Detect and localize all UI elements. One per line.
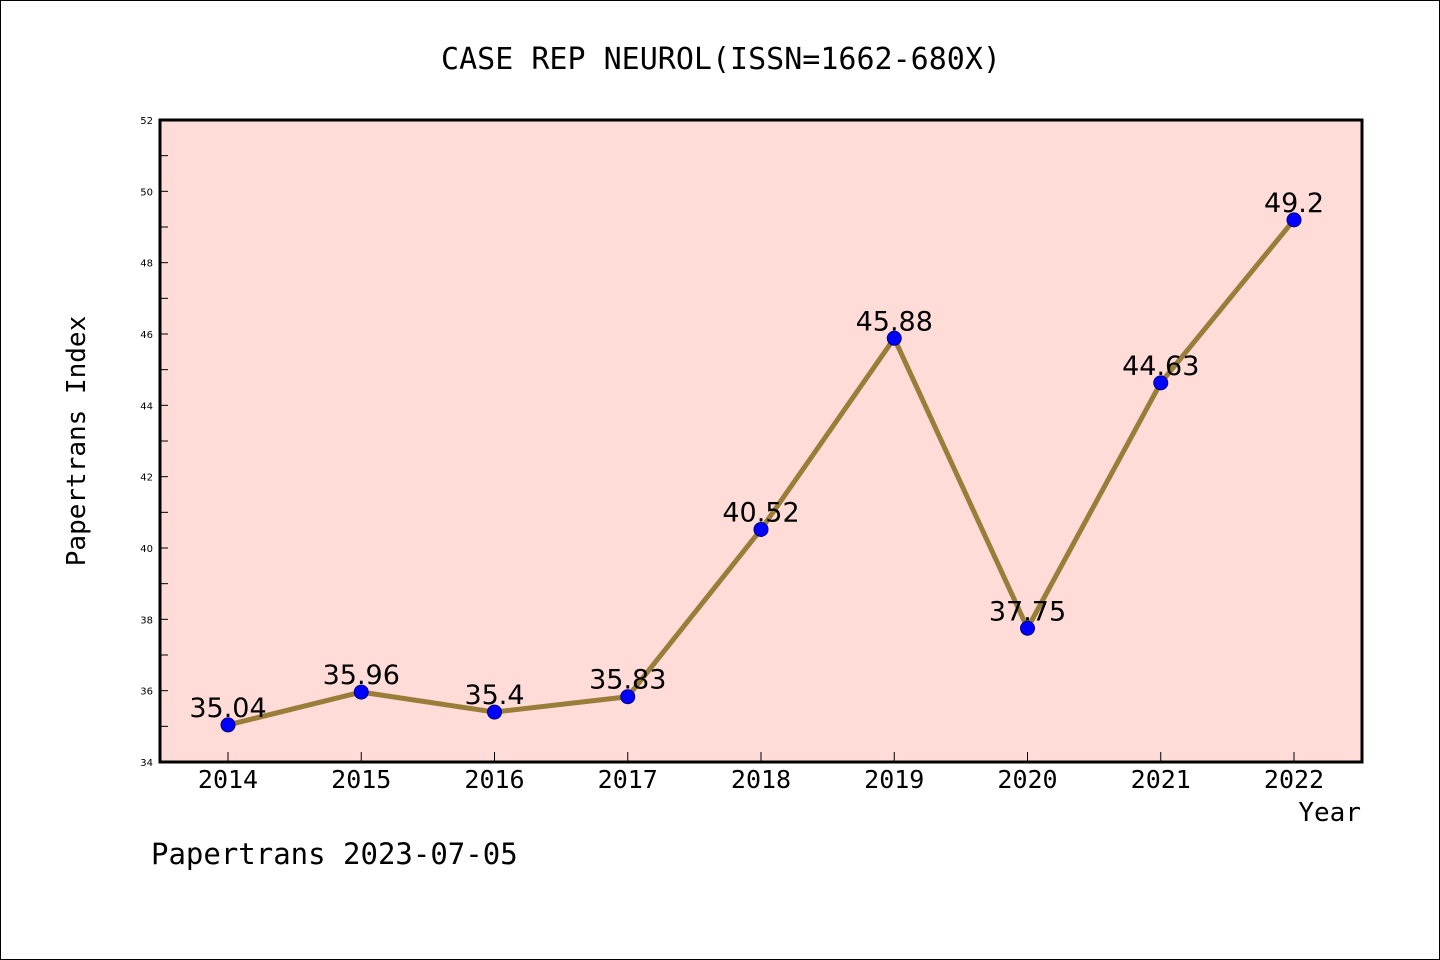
x-tick-label: 2020: [997, 765, 1057, 794]
x-tick-label: 2018: [731, 765, 791, 794]
y-tick-label: 40: [140, 544, 153, 555]
data-label: 40.52: [722, 497, 799, 528]
footer-date-stamp: Papertrans 2023-07-05: [151, 837, 518, 871]
data-point: [886, 330, 902, 346]
x-tick-label: 2022: [1264, 765, 1324, 794]
x-tick-label: 2021: [1131, 765, 1191, 794]
y-tick-label: 50: [140, 187, 153, 198]
data-label: 35.4: [464, 680, 524, 711]
data-label: 44.63: [1122, 351, 1199, 382]
x-axis-label: Year: [1298, 798, 1361, 828]
plot-area: [160, 120, 1362, 762]
data-label: 35.96: [323, 660, 400, 691]
y-tick-label: 42: [140, 473, 153, 484]
x-tick-label: 2016: [464, 765, 524, 794]
chart-title: CASE REP NEUROL(ISSN=1662-680X): [441, 42, 1001, 77]
y-tick-label: 38: [140, 615, 153, 626]
data-label: 49.2: [1264, 188, 1324, 219]
x-tick-label: 2015: [331, 765, 391, 794]
data-point: [353, 684, 369, 700]
data-labels: 35.04 35.96 35.4 35.83 40.52 45.88 37.75 44.63 4…: [189, 188, 1324, 724]
x-tick-label: 2017: [598, 765, 658, 794]
y-tick-label: 52: [140, 116, 153, 127]
data-label: 35.04: [189, 693, 266, 724]
y-tick-label: 36: [140, 687, 153, 698]
data-point: [220, 717, 236, 733]
data-point: [1153, 375, 1169, 391]
y-tick-label: 44: [140, 401, 153, 412]
data-point: [1286, 212, 1302, 228]
data-label: 45.88: [856, 306, 933, 337]
x-tick-label: 2019: [864, 765, 924, 794]
y-tick-label: 34: [140, 758, 153, 769]
data-label: 35.83: [589, 665, 666, 696]
y-tick-label: 48: [140, 259, 153, 270]
x-tick-label: 2014: [198, 765, 258, 794]
data-point: [620, 689, 636, 705]
data-point: [1020, 620, 1035, 636]
y-tick-label: 46: [140, 330, 153, 341]
series-markers: [220, 212, 1302, 733]
x-axis-ticks: 2014 2015 2016 2017 2018 2019 2020 2021 2022: [198, 752, 1324, 794]
plot-border: [158, 118, 1364, 764]
data-point: [487, 704, 502, 720]
data-point: [753, 521, 769, 537]
data-label: 37.75: [989, 596, 1066, 627]
y-axis-label: Papertrans Index: [62, 316, 92, 566]
